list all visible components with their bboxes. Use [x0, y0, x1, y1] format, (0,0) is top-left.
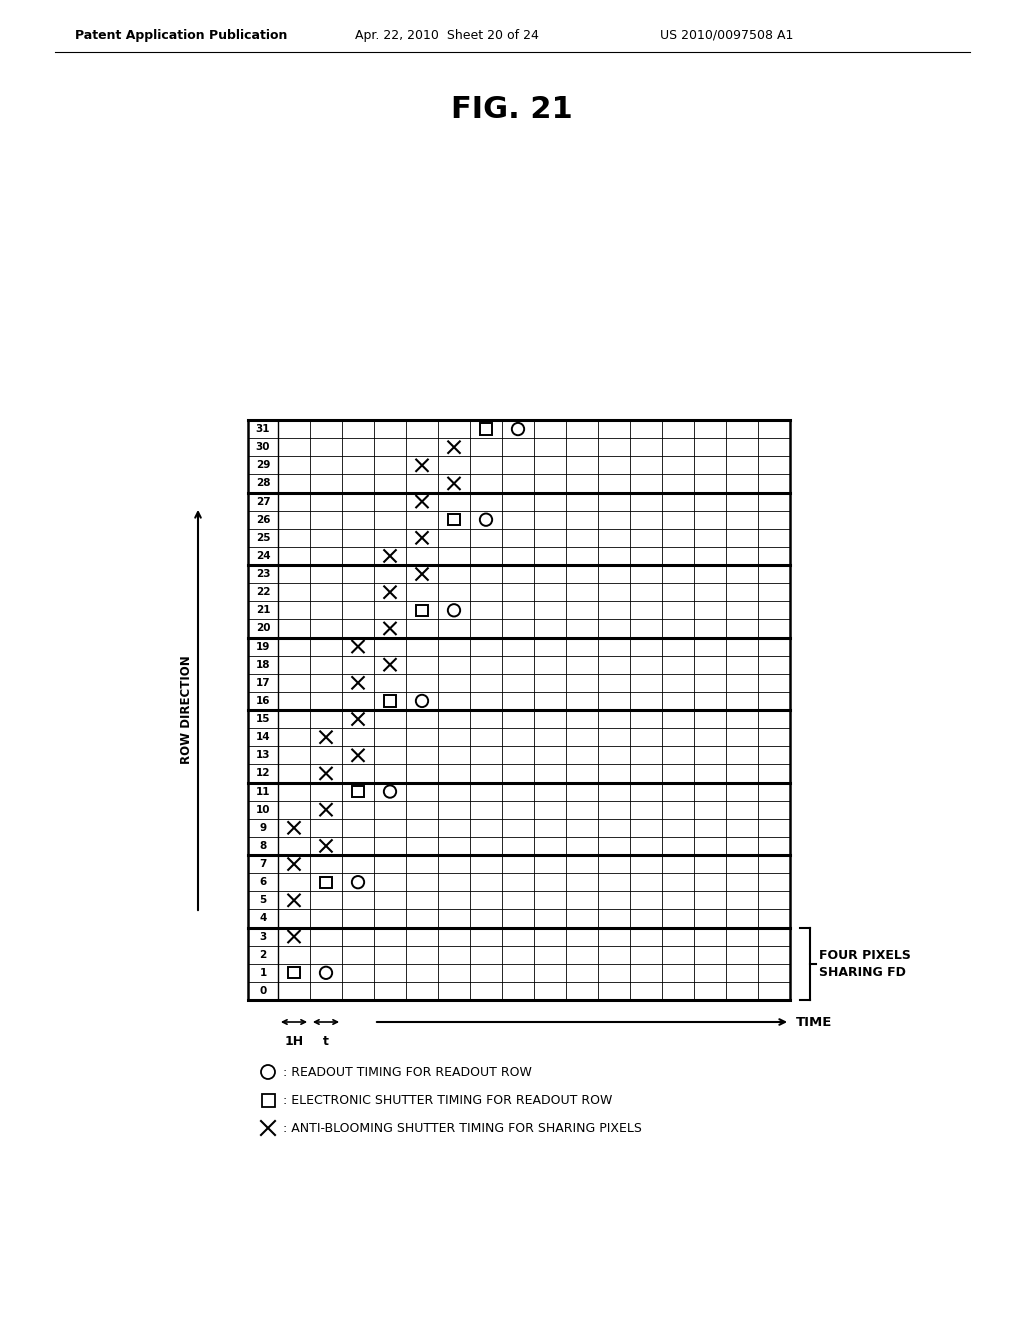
Text: 12: 12: [256, 768, 270, 779]
Text: t: t: [323, 1035, 329, 1048]
Text: 28: 28: [256, 478, 270, 488]
Text: 0: 0: [259, 986, 266, 995]
Text: ROW DIRECTION: ROW DIRECTION: [179, 656, 193, 764]
Text: 1H: 1H: [285, 1035, 303, 1048]
Text: 17: 17: [256, 677, 270, 688]
Bar: [289, 968, 300, 978]
Text: 24: 24: [256, 550, 270, 561]
Text: 9: 9: [259, 822, 266, 833]
Text: 22: 22: [256, 587, 270, 597]
Bar: [261, 1093, 274, 1106]
Text: 19: 19: [256, 642, 270, 652]
Text: Patent Application Publication: Patent Application Publication: [75, 29, 288, 41]
Text: Apr. 22, 2010  Sheet 20 of 24: Apr. 22, 2010 Sheet 20 of 24: [355, 29, 539, 41]
Text: 11: 11: [256, 787, 270, 796]
Text: 6: 6: [259, 878, 266, 887]
Text: : ELECTRONIC SHUTTER TIMING FOR READOUT ROW: : ELECTRONIC SHUTTER TIMING FOR READOUT …: [283, 1093, 612, 1106]
Text: 4: 4: [259, 913, 266, 924]
Text: : ANTI-BLOOMING SHUTTER TIMING FOR SHARING PIXELS: : ANTI-BLOOMING SHUTTER TIMING FOR SHARI…: [283, 1122, 642, 1134]
Text: 16: 16: [256, 696, 270, 706]
Bar: [384, 696, 395, 706]
Text: 18: 18: [256, 660, 270, 669]
Text: 10: 10: [256, 805, 270, 814]
Bar: [321, 876, 332, 888]
Text: FIG. 21: FIG. 21: [452, 95, 572, 124]
Text: 15: 15: [256, 714, 270, 725]
Text: 7: 7: [259, 859, 266, 869]
Text: 13: 13: [256, 750, 270, 760]
Bar: [248, 420, 790, 1001]
Bar: [449, 513, 460, 525]
Text: 8: 8: [259, 841, 266, 851]
Text: 29: 29: [256, 461, 270, 470]
Text: FOUR PIXELS
SHARING FD: FOUR PIXELS SHARING FD: [819, 949, 911, 978]
Text: 14: 14: [256, 733, 270, 742]
Text: 25: 25: [256, 533, 270, 543]
Text: 21: 21: [256, 606, 270, 615]
Bar: [352, 785, 364, 797]
Bar: [480, 424, 492, 434]
Text: : READOUT TIMING FOR READOUT ROW: : READOUT TIMING FOR READOUT ROW: [283, 1065, 531, 1078]
Text: 1: 1: [259, 968, 266, 978]
Text: 26: 26: [256, 515, 270, 524]
Text: 20: 20: [256, 623, 270, 634]
Text: 31: 31: [256, 424, 270, 434]
Text: 5: 5: [259, 895, 266, 906]
Text: US 2010/0097508 A1: US 2010/0097508 A1: [660, 29, 794, 41]
Text: 3: 3: [259, 932, 266, 941]
Text: 27: 27: [256, 496, 270, 507]
Bar: [417, 605, 428, 616]
Text: 2: 2: [259, 949, 266, 960]
Text: 30: 30: [256, 442, 270, 453]
Text: 23: 23: [256, 569, 270, 579]
Text: TIME: TIME: [796, 1015, 833, 1028]
